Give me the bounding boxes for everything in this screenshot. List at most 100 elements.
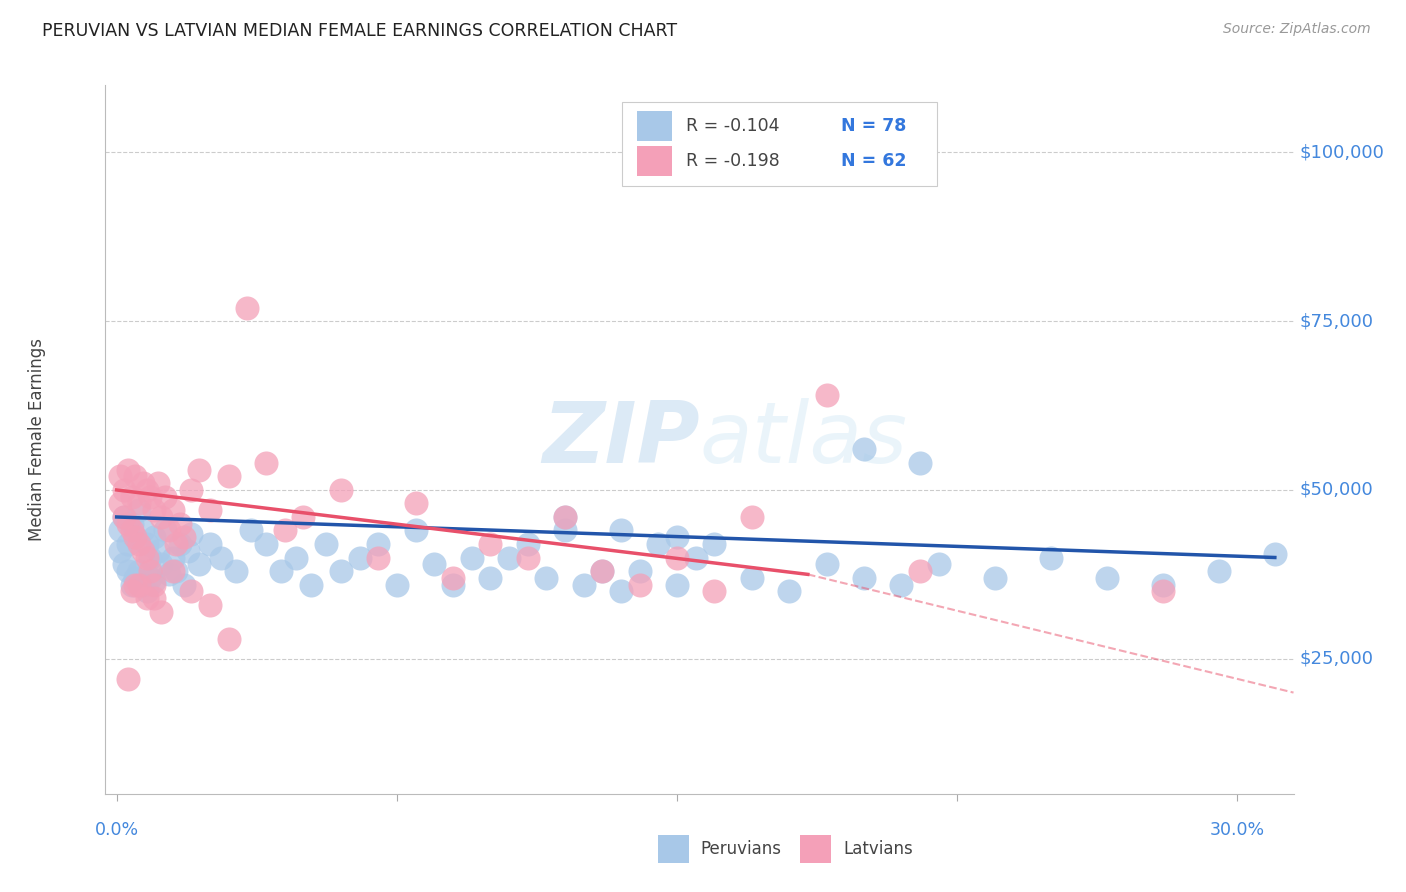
Point bbox=[128, 496, 150, 510]
Point bbox=[685, 550, 707, 565]
FancyBboxPatch shape bbox=[623, 103, 936, 186]
Point bbox=[112, 558, 135, 572]
Point bbox=[132, 476, 155, 491]
Point bbox=[165, 537, 187, 551]
Point bbox=[117, 463, 139, 477]
Point bbox=[124, 530, 146, 544]
Point bbox=[143, 503, 166, 517]
Text: $50,000: $50,000 bbox=[1299, 481, 1374, 499]
Text: $25,000: $25,000 bbox=[1299, 649, 1374, 668]
Point bbox=[150, 558, 173, 572]
Point bbox=[121, 524, 143, 538]
Point bbox=[132, 543, 155, 558]
Point bbox=[132, 524, 155, 538]
Point bbox=[367, 537, 389, 551]
Point bbox=[135, 550, 157, 565]
Point bbox=[536, 571, 558, 585]
Point bbox=[187, 558, 209, 572]
Point bbox=[329, 483, 352, 497]
Point bbox=[554, 510, 576, 524]
Text: R = -0.198: R = -0.198 bbox=[686, 152, 780, 169]
Point bbox=[143, 577, 166, 591]
Point bbox=[349, 550, 371, 565]
Point bbox=[274, 524, 297, 538]
Point bbox=[110, 543, 132, 558]
Point bbox=[741, 571, 763, 585]
Point bbox=[405, 524, 427, 538]
Point bbox=[117, 564, 139, 578]
Point bbox=[135, 591, 157, 605]
Point bbox=[610, 584, 633, 599]
Point bbox=[423, 558, 446, 572]
Point bbox=[815, 388, 838, 402]
Point bbox=[285, 550, 308, 565]
Point bbox=[218, 469, 240, 483]
Point bbox=[180, 526, 202, 541]
Point bbox=[405, 496, 427, 510]
Point bbox=[1152, 584, 1174, 599]
Point bbox=[132, 577, 155, 591]
Point bbox=[610, 524, 633, 538]
Point bbox=[124, 530, 146, 544]
Point bbox=[146, 543, 169, 558]
Point bbox=[135, 483, 157, 497]
Point bbox=[155, 524, 177, 538]
Bar bbox=[637, 111, 672, 141]
Text: PERUVIAN VS LATVIAN MEDIAN FEMALE EARNINGS CORRELATION CHART: PERUVIAN VS LATVIAN MEDIAN FEMALE EARNIN… bbox=[42, 22, 678, 40]
Text: R = -0.104: R = -0.104 bbox=[686, 117, 780, 135]
Point bbox=[143, 530, 166, 544]
Point bbox=[236, 301, 259, 315]
Point bbox=[460, 550, 482, 565]
Point bbox=[135, 537, 157, 551]
Point bbox=[703, 584, 725, 599]
Point bbox=[385, 577, 408, 591]
Text: atlas: atlas bbox=[700, 398, 907, 481]
Point bbox=[254, 456, 277, 470]
Point bbox=[162, 503, 184, 517]
Point bbox=[329, 564, 352, 578]
Point bbox=[124, 577, 146, 591]
Point bbox=[150, 605, 173, 619]
Point bbox=[890, 577, 912, 591]
Point bbox=[135, 584, 157, 599]
Text: Latvians: Latvians bbox=[844, 840, 912, 858]
Text: N = 78: N = 78 bbox=[841, 117, 907, 135]
Point bbox=[516, 537, 538, 551]
Point bbox=[1152, 577, 1174, 591]
Point bbox=[554, 510, 576, 524]
Point bbox=[815, 558, 838, 572]
Point bbox=[270, 564, 292, 578]
Point bbox=[225, 564, 247, 578]
Point bbox=[1039, 550, 1062, 565]
Point bbox=[778, 584, 800, 599]
Point bbox=[180, 483, 202, 497]
Bar bbox=[658, 835, 689, 863]
Point bbox=[139, 490, 162, 504]
Point bbox=[121, 516, 143, 531]
Point bbox=[157, 524, 180, 538]
Point bbox=[516, 550, 538, 565]
Point bbox=[128, 503, 150, 517]
Text: 30.0%: 30.0% bbox=[1211, 821, 1265, 838]
Point bbox=[169, 516, 191, 531]
Point bbox=[591, 564, 613, 578]
Point bbox=[703, 537, 725, 551]
Point bbox=[124, 571, 146, 585]
Point bbox=[117, 537, 139, 551]
Point bbox=[198, 598, 221, 612]
Point bbox=[479, 537, 502, 551]
Point bbox=[121, 577, 143, 591]
Point bbox=[292, 510, 315, 524]
Point bbox=[128, 577, 150, 591]
Point bbox=[852, 571, 875, 585]
Point bbox=[554, 524, 576, 538]
Point bbox=[254, 537, 277, 551]
Point bbox=[165, 564, 187, 578]
Point bbox=[121, 490, 143, 504]
Bar bbox=[637, 145, 672, 176]
Point bbox=[209, 550, 232, 565]
Point bbox=[176, 543, 198, 558]
Point bbox=[139, 550, 162, 565]
Point bbox=[162, 564, 184, 578]
Point bbox=[479, 571, 502, 585]
